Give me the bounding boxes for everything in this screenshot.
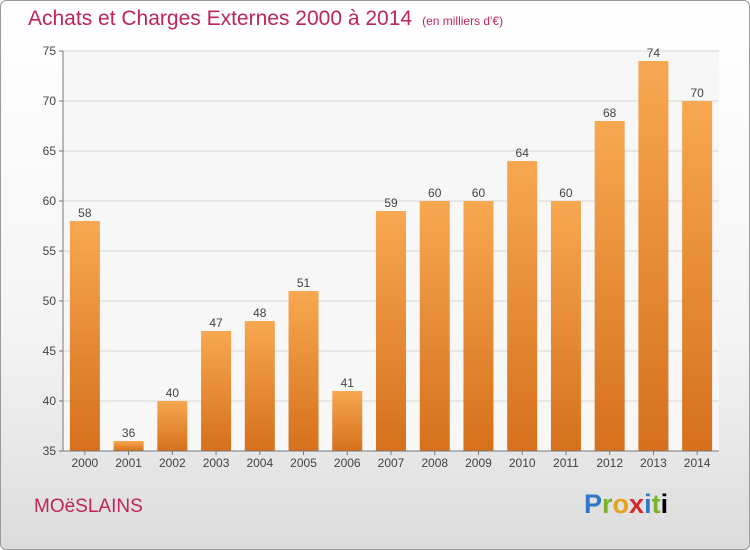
x-tick-label: 2014: [684, 456, 711, 470]
x-tick-label: 2006: [334, 456, 361, 470]
bar: [594, 121, 625, 451]
bar: [550, 201, 581, 451]
bar: [682, 101, 713, 451]
proxiti-logo: Proxiti: [584, 489, 668, 520]
x-axis: 2000 2001 2002 2003 2004 2005 2006 2007 2008 2009…: [63, 450, 719, 470]
x-tick-label: 2005: [290, 456, 317, 470]
logo-letter: i: [660, 489, 669, 519]
x-tick-label: 2007: [378, 456, 405, 470]
bar: [376, 211, 406, 451]
x-tick-label: 2003: [203, 456, 230, 470]
x-tick-label: 2012: [596, 456, 623, 470]
y-tick-label: 70: [43, 94, 57, 108]
bar-value-label: 58: [78, 206, 92, 220]
y-axis: 35 40 45 50 55 60 65 70 75: [43, 44, 64, 458]
y-tick-label: 50: [43, 294, 57, 308]
bar-value-label: 41: [341, 376, 355, 390]
bar: [332, 391, 363, 451]
y-tick-label: 60: [43, 194, 57, 208]
logo-letter: P: [584, 489, 603, 519]
x-tick-label: 2013: [640, 456, 667, 470]
x-tick-label: 2011: [553, 456, 579, 470]
bar: [69, 221, 100, 451]
bar: [157, 401, 188, 451]
bar-value-label: 59: [384, 196, 398, 210]
bar-value-label: 68: [603, 106, 617, 120]
bars: 58 36 40 47 48 51 41 59 60 60 64 60 68 74 70: [69, 46, 713, 451]
logo-letter: o: [612, 489, 630, 519]
unit-note: (en milliers d'€): [422, 14, 504, 28]
bar-value-label: 51: [297, 276, 311, 290]
bar-value-label: 74: [647, 46, 661, 60]
x-tick-label: 2001: [115, 456, 142, 470]
y-tick-label: 75: [43, 44, 57, 58]
bar: [244, 321, 275, 451]
bar: [463, 201, 494, 451]
chart-title-text: Achats et Charges Externes 2000 à 2014: [28, 7, 413, 30]
x-tick-label: 2010: [509, 456, 536, 470]
y-tick-label: 55: [43, 244, 57, 258]
bar-value-label: 47: [209, 316, 223, 330]
commune-name: MOëSLAINS: [34, 496, 143, 517]
bar-value-label: 60: [559, 186, 573, 200]
x-tick-label: 2009: [465, 456, 492, 470]
x-tick-label: 2002: [159, 456, 186, 470]
chart-title: Achats et Charges Externes 2000 à 2014 (e…: [28, 7, 503, 31]
y-tick-label: 45: [43, 344, 57, 358]
x-tick-label: 2000: [72, 456, 99, 470]
bar: [113, 441, 144, 451]
x-tick-label: 2004: [246, 456, 273, 470]
y-tick-label: 40: [43, 394, 57, 408]
x-tick-label: 2008: [421, 456, 448, 470]
bar-value-label: 60: [472, 186, 486, 200]
bar-value-label: 48: [253, 306, 267, 320]
bar: [201, 331, 232, 451]
bar: [638, 61, 669, 451]
bar-value-label: 64: [516, 146, 530, 160]
y-tick-label: 35: [43, 444, 57, 458]
logo-letter: x: [629, 489, 645, 519]
logo-letter: i: [644, 489, 652, 519]
bar-value-label: 60: [428, 186, 442, 200]
logo-letter: t: [651, 489, 661, 519]
bar-value-label: 70: [690, 86, 704, 100]
bar-value-label: 36: [122, 426, 136, 440]
bar-value-label: 40: [166, 386, 180, 400]
y-tick-label: 65: [43, 144, 57, 158]
bar: [507, 161, 538, 451]
bar: [288, 291, 319, 451]
logo-letter: r: [602, 489, 613, 519]
bar: [419, 201, 450, 451]
